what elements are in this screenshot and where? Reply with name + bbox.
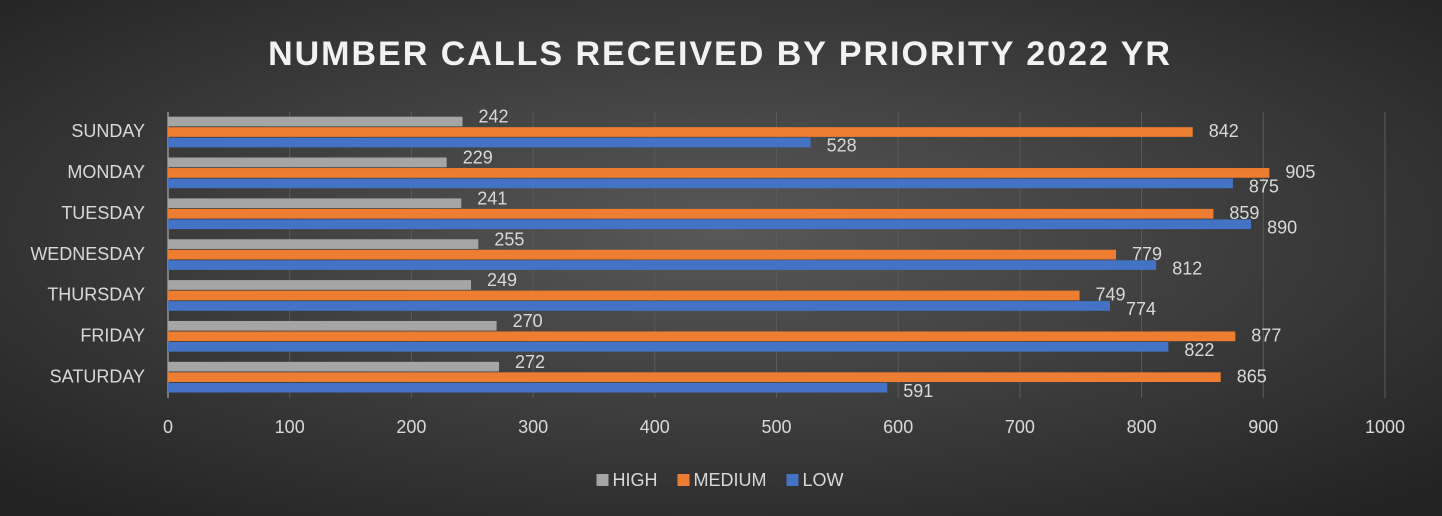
y-tick-label: FRIDAY: [80, 325, 145, 345]
y-tick-label: TUESDAY: [61, 203, 145, 223]
value-label: 875: [1249, 177, 1279, 197]
value-label: 779: [1132, 244, 1162, 264]
bar: [168, 219, 1252, 230]
y-tick-label: SATURDAY: [50, 366, 145, 386]
x-tick-label: 200: [396, 417, 426, 437]
bar: [168, 320, 497, 331]
x-tick-label: 100: [275, 417, 305, 437]
legend-swatch: [596, 474, 609, 486]
value-label: 842: [1209, 121, 1239, 141]
value-label: 859: [1229, 203, 1259, 223]
value-label: 877: [1251, 325, 1281, 345]
bar: [168, 260, 1157, 270]
bar: [168, 208, 1214, 219]
bar: [168, 198, 462, 209]
value-label: 890: [1267, 217, 1297, 237]
bar: [168, 361, 500, 372]
bar: [168, 382, 888, 393]
bar: [168, 249, 1117, 260]
bar: [168, 157, 447, 168]
legend-label: MEDIUM: [693, 470, 766, 490]
bar: [168, 341, 1169, 352]
value-label: 242: [479, 107, 509, 127]
x-tick-label: 0: [163, 417, 173, 437]
bar: [168, 137, 811, 148]
bar: [168, 178, 1233, 189]
x-tick-label: 400: [640, 417, 670, 437]
value-label: 255: [494, 229, 524, 249]
bar: [168, 331, 1236, 342]
value-label: 229: [463, 148, 493, 168]
value-label: 905: [1285, 162, 1315, 182]
x-tick-label: 300: [518, 417, 548, 437]
value-label: 591: [903, 381, 933, 401]
x-tick-label: 600: [883, 417, 913, 437]
value-label: 272: [515, 352, 545, 372]
bar: [168, 301, 1110, 311]
bar: [168, 116, 463, 127]
x-tick-label: 500: [761, 417, 791, 437]
x-tick-label: 800: [1127, 417, 1157, 437]
legend-swatch: [677, 474, 690, 486]
value-label: 812: [1172, 258, 1202, 278]
legend-swatch: [786, 474, 799, 486]
chart-title: NUMBER CALLS RECEIVED BY PRIORITY 2022 Y…: [268, 35, 1172, 73]
y-tick-label: MONDAY: [67, 162, 145, 182]
value-label: 774: [1126, 299, 1156, 319]
legend-label: LOW: [802, 470, 843, 490]
x-tick-label: 1000: [1365, 417, 1405, 437]
value-label: 822: [1184, 340, 1214, 360]
bar: [168, 280, 472, 290]
value-label: 749: [1096, 285, 1126, 305]
value-label: 241: [477, 188, 507, 208]
value-label: 528: [827, 136, 857, 156]
y-tick-label: SUNDAY: [71, 121, 145, 141]
bar: [168, 168, 1270, 178]
x-tick-label: 700: [1005, 417, 1035, 437]
x-tick-label: 900: [1248, 417, 1278, 437]
legend-label: HIGH: [612, 470, 657, 490]
bar: [168, 127, 1193, 137]
value-label: 249: [487, 270, 517, 290]
bar: [168, 290, 1080, 301]
y-tick-label: WEDNESDAY: [30, 244, 145, 264]
value-label: 270: [513, 311, 543, 331]
value-label: 865: [1237, 366, 1267, 386]
y-tick-label: THURSDAY: [47, 285, 145, 305]
bar: [168, 239, 479, 249]
bar: [168, 372, 1221, 383]
